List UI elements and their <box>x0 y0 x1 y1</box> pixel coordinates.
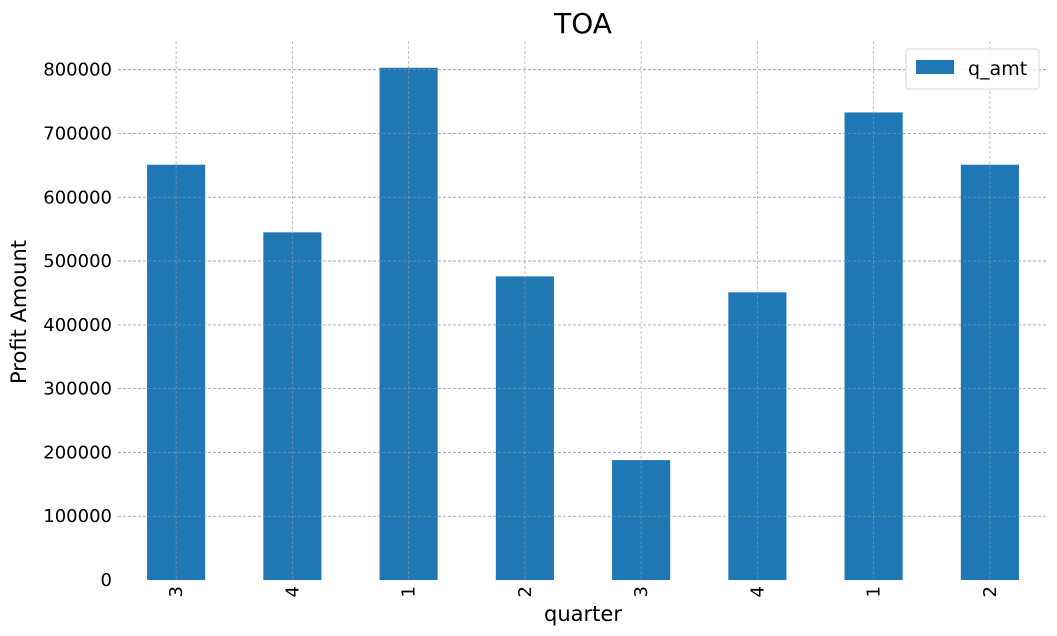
legend: q_amt <box>905 48 1040 90</box>
x-tick-labels: 3 4 1 2 3 4 1 2 <box>166 586 1001 597</box>
y-tick-labels: 0 100000 200000 300000 400000 500000 600000 700… <box>43 60 112 591</box>
x-tick-label: 1 <box>399 586 420 597</box>
y-tick-label: 400000 <box>43 315 112 336</box>
y-tick-label: 300000 <box>43 379 112 400</box>
y-tick-label: 200000 <box>43 442 112 463</box>
y-tick-label: 600000 <box>43 187 112 208</box>
y-tick-label: 700000 <box>43 123 112 144</box>
legend-label: q_amt <box>968 58 1027 80</box>
y-tick-label: 500000 <box>43 251 112 272</box>
y-axis-title: Profit Amount <box>7 240 31 384</box>
x-tick-label: 4 <box>747 586 768 597</box>
y-tick-label: 0 <box>101 570 112 591</box>
x-tick-label: 3 <box>631 586 652 597</box>
y-tick-label: 100000 <box>43 506 112 527</box>
legend-swatch <box>916 60 954 74</box>
legend-box <box>905 48 1040 90</box>
bars <box>118 41 1048 581</box>
bar <box>612 460 671 580</box>
x-tick-label: 2 <box>980 586 1001 597</box>
x-tick-label: 3 <box>166 586 187 597</box>
x-tick-label: 2 <box>515 586 536 597</box>
chart-title: TOA <box>553 7 612 40</box>
grid <box>118 69 1048 517</box>
x-tick-label: 4 <box>282 586 303 597</box>
x-axis-title: quarter <box>544 602 622 626</box>
y-tick-label: 800000 <box>43 60 112 81</box>
x-tick-label: 1 <box>864 586 885 597</box>
